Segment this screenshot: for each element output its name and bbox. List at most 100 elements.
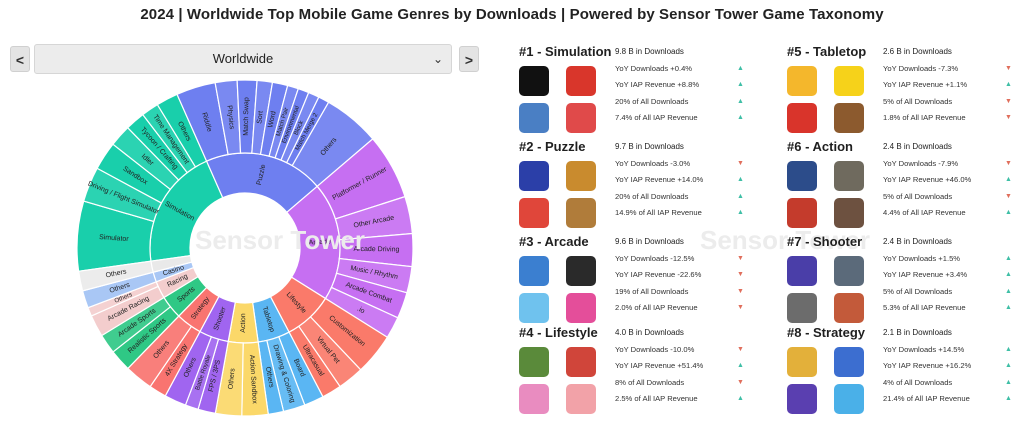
genre-stat: YoY IAP Revenue +16.2% [883, 361, 972, 370]
chevron-down-icon: ⌄ [432, 52, 443, 66]
sunburst-label: Others [264, 366, 275, 388]
up-arrow-icon: ▲ [737, 362, 744, 369]
sunburst-label: Puzzle [256, 164, 268, 186]
up-arrow-icon: ▲ [1005, 379, 1012, 386]
down-arrow-icon: ▼ [737, 271, 744, 278]
sunburst-label: Others [228, 368, 237, 390]
genre-card: #5 - Tabletop 2.6 B in Downloads YoY Downl… [787, 44, 1024, 140]
sunburst-label: Physics [225, 105, 235, 130]
next-region-button[interactable]: > [459, 46, 479, 72]
app-icon [834, 347, 864, 377]
genre-stat: 5% of All Downloads [883, 287, 953, 296]
up-arrow-icon: ▲ [737, 176, 744, 183]
down-arrow-icon: ▼ [737, 160, 744, 167]
genre-rank-title: #5 - Tabletop [787, 44, 867, 59]
genre-rank-title: #6 - Action [787, 139, 853, 154]
sunburst-outer-segment [77, 260, 154, 292]
genre-stat: YoY IAP Revenue +14.0% [615, 175, 704, 184]
up-arrow-icon: ▲ [1005, 209, 1012, 216]
genre-stat: YoY IAP Revenue +3.4% [883, 270, 968, 279]
down-arrow-icon: ▼ [737, 288, 744, 295]
app-icon [787, 66, 817, 96]
app-icon [519, 161, 549, 191]
app-icon [519, 293, 549, 323]
app-icon [834, 161, 864, 191]
up-arrow-icon: ▲ [1005, 346, 1012, 353]
down-arrow-icon: ▼ [1005, 160, 1012, 167]
up-arrow-icon: ▲ [1005, 304, 1012, 311]
genre-total-downloads: 2.6 B in Downloads [883, 47, 952, 56]
genre-stat: YoY Downloads -3.0% [615, 159, 691, 168]
genre-stat: YoY Downloads +0.4% [615, 64, 693, 73]
genre-stat: 14.9% of All IAP Revenue [615, 208, 702, 217]
genre-stat: YoY IAP Revenue +51.4% [615, 361, 704, 370]
up-arrow-icon: ▲ [1005, 362, 1012, 369]
sunburst-label: .io [356, 306, 366, 316]
genre-card: #2 - Puzzle 9.7 B in Downloads YoY Downloa… [519, 139, 779, 235]
sunburst-label: Word [267, 110, 277, 128]
app-icon [519, 66, 549, 96]
up-arrow-icon: ▲ [1005, 255, 1012, 262]
down-arrow-icon: ▼ [1005, 114, 1012, 121]
app-icon [787, 103, 817, 133]
page-title: 2024 | Worldwide Top Mobile Game Genres … [140, 6, 884, 23]
genre-rank-title: #4 - Lifestyle [519, 325, 598, 340]
down-arrow-icon: ▼ [737, 255, 744, 262]
up-arrow-icon: ▲ [737, 81, 744, 88]
app-icon [834, 293, 864, 323]
genre-stat: 4.4% of All IAP Revenue [883, 208, 966, 217]
genre-card: #4 - Lifestyle 4.0 B in Downloads YoY Down… [519, 325, 779, 421]
region-select-value: Worldwide [212, 51, 274, 66]
genre-total-downloads: 4.0 B in Downloads [615, 328, 684, 337]
app-icon [566, 198, 596, 228]
genre-total-downloads: 9.7 B in Downloads [615, 142, 684, 151]
app-icon [834, 198, 864, 228]
up-arrow-icon: ▲ [1005, 395, 1012, 402]
genre-rank-title: #1 - Simulation [519, 44, 612, 59]
prev-region-button[interactable]: < [10, 46, 30, 72]
genre-stat: YoY IAP Revenue -22.6% [615, 270, 702, 279]
genre-total-downloads: 2.1 B in Downloads [883, 328, 952, 337]
app-icon [787, 293, 817, 323]
genre-card: #6 - Action 2.4 B in Downloads YoY Downloa… [787, 139, 1024, 235]
genre-rank-title: #3 - Arcade [519, 234, 589, 249]
sunburst-label: Action [240, 313, 247, 333]
app-icon [566, 66, 596, 96]
down-arrow-icon: ▼ [737, 379, 744, 386]
down-arrow-icon: ▼ [1005, 193, 1012, 200]
app-icon [519, 198, 549, 228]
genre-stat: 1.8% of All IAP Revenue [883, 113, 966, 122]
app-icon [566, 161, 596, 191]
genre-stat: YoY Downloads -7.3% [883, 64, 959, 73]
genre-card: #3 - Arcade 9.6 B in Downloads YoY Downloa… [519, 234, 779, 330]
app-icon [566, 293, 596, 323]
genre-stat: 20% of All Downloads [615, 192, 689, 201]
up-arrow-icon: ▲ [737, 65, 744, 72]
genre-stat: YoY Downloads +14.5% [883, 345, 965, 354]
genre-stat: YoY IAP Revenue +1.1% [883, 80, 968, 89]
sunburst-label: Others [105, 268, 127, 279]
sunburst-label: Action Sandbox [248, 355, 258, 405]
genre-card: #1 - Simulation 9.8 B in Downloads YoY Dow… [519, 44, 779, 140]
genre-stat: 2.5% of All IAP Revenue [615, 394, 698, 403]
watermark-sensor-tower: Sensor Tower [195, 225, 366, 255]
up-arrow-icon: ▲ [1005, 81, 1012, 88]
region-select[interactable]: Worldwide ⌄ [34, 44, 452, 74]
sunburst-center [191, 194, 299, 302]
genre-stat: 7.4% of All IAP Revenue [615, 113, 698, 122]
down-arrow-icon: ▼ [1005, 98, 1012, 105]
genre-rank-title: #8 - Strategy [787, 325, 866, 340]
genre-total-downloads: 2.4 B in Downloads [883, 142, 952, 151]
genre-stat: YoY IAP Revenue +46.0% [883, 175, 972, 184]
sunburst-label: Match Swap [243, 97, 250, 136]
genre-stat: YoY IAP Revenue +8.8% [615, 80, 700, 89]
app-icon [519, 103, 549, 133]
genre-stat: 20% of All Downloads [615, 97, 689, 106]
genre-stat: 5% of All Downloads [883, 97, 953, 106]
up-arrow-icon: ▲ [1005, 271, 1012, 278]
app-icon [566, 256, 596, 286]
app-icon [787, 384, 817, 414]
up-arrow-icon: ▲ [737, 193, 744, 200]
genre-stat: 5% of All Downloads [883, 192, 953, 201]
